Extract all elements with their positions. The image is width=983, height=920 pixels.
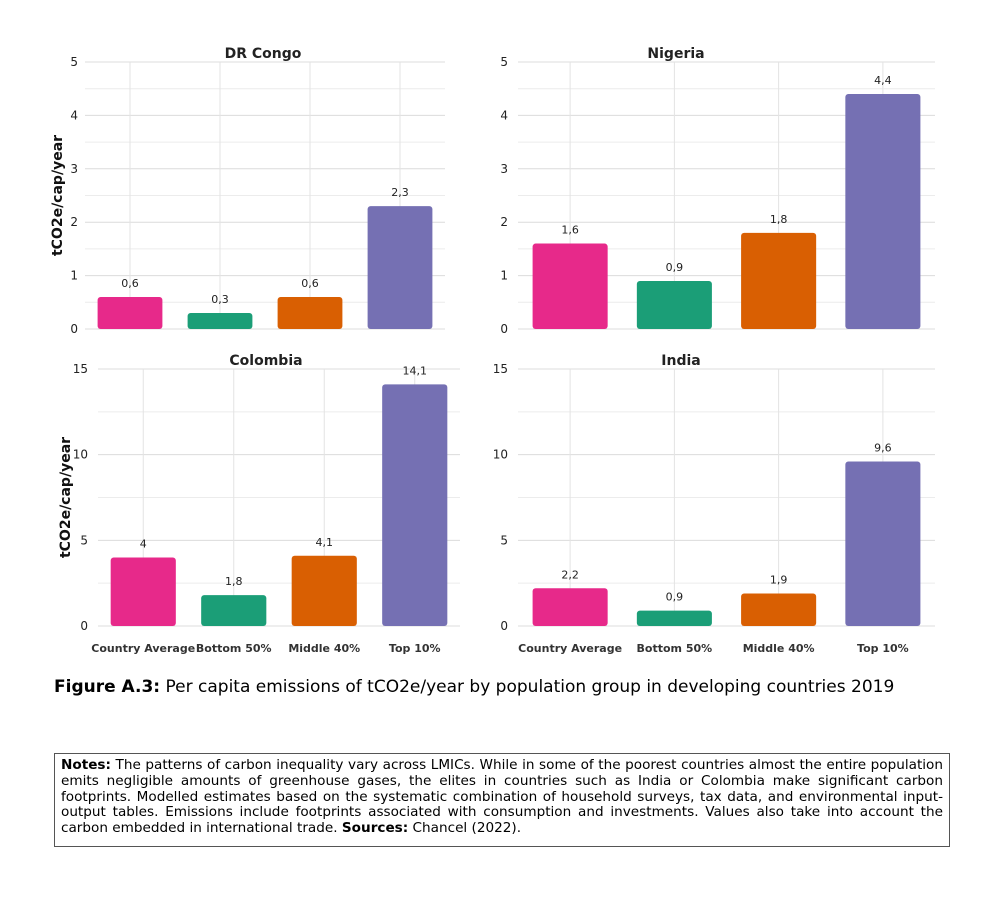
panel-title: Colombia <box>229 353 302 369</box>
value-label: 1,8 <box>225 575 243 588</box>
y-tick-label: 4 <box>500 108 508 122</box>
y-tick-label: 5 <box>500 533 508 547</box>
category-label: Country Average <box>518 642 622 655</box>
value-label: 0,9 <box>666 261 684 274</box>
value-label: 9,6 <box>874 442 892 455</box>
category-label: Middle 40% <box>288 642 360 655</box>
category-label: Bottom 50% <box>196 642 272 655</box>
bar-country-average <box>532 243 608 329</box>
y-tick-label: 4 <box>70 108 78 122</box>
bar-bottom-50- <box>201 595 267 626</box>
figure-caption: Figure A.3: Per capita emissions of tCO2… <box>54 677 944 698</box>
caption-text: Per capita emissions of tCO2e/year by po… <box>160 677 895 697</box>
panel-title: DR Congo <box>225 46 302 62</box>
emissions-chart: 0 1 2 3 4 5 0,6 0,3 0,6 2,3 DR Congo tCO2e/cap/year… <box>50 46 935 655</box>
chart-area: 0 1 2 3 4 5 0,6 0,3 0,6 2,3 DR Congo tCO2e/cap/year… <box>50 46 935 655</box>
y-tick-label: 10 <box>73 448 88 462</box>
y-tick-label: 5 <box>500 55 508 69</box>
value-label: 14,1 <box>403 364 428 377</box>
category-label: Top 10% <box>389 642 441 655</box>
y-tick-label: 15 <box>493 362 508 376</box>
value-label: 1,8 <box>770 213 788 226</box>
y-tick-label: 0 <box>500 619 508 633</box>
notes-box: Notes: The patterns of carbon inequality… <box>54 753 950 847</box>
y-tick-label: 1 <box>500 269 508 283</box>
bar-middle-40- <box>741 232 817 329</box>
y-tick-label: 2 <box>500 215 508 229</box>
y-tick-label: 5 <box>70 55 78 69</box>
category-label: Top 10% <box>857 642 909 655</box>
notes-text: The patterns of carbon inequality vary a… <box>61 757 943 837</box>
panel-title: India <box>661 353 700 369</box>
bar-country-average <box>97 296 163 329</box>
y-axis-label: tCO2e/cap/year <box>58 437 74 558</box>
value-label: 0,3 <box>211 293 229 306</box>
y-tick-label: 5 <box>80 533 88 547</box>
category-label: Bottom 50% <box>637 642 713 655</box>
y-tick-label: 0 <box>500 322 508 336</box>
sources-label: Sources: <box>341 820 409 837</box>
bar-country-average <box>110 557 176 626</box>
y-tick-label: 3 <box>500 162 508 176</box>
bar-top-10- <box>845 94 921 329</box>
y-tick-label: 2 <box>70 215 78 229</box>
value-label: 0,6 <box>121 277 139 290</box>
value-label: 4,1 <box>316 536 334 549</box>
y-tick-label: 0 <box>70 322 78 336</box>
value-label: 2,2 <box>561 568 579 581</box>
caption-label: Figure A.3: <box>54 677 161 697</box>
value-label: 2,3 <box>391 186 409 199</box>
value-label: 0,9 <box>666 591 684 604</box>
value-label: 1,6 <box>561 224 579 237</box>
bar-bottom-50- <box>187 312 253 329</box>
value-label: 4 <box>140 537 147 550</box>
notes-label: Notes: <box>61 757 111 773</box>
y-tick-label: 15 <box>73 362 88 376</box>
panel-title: Nigeria <box>647 46 704 62</box>
bar-middle-40- <box>277 296 343 329</box>
bar-country-average <box>532 588 608 626</box>
sources-text: Chancel (2022). <box>408 820 522 837</box>
value-label: 0,6 <box>301 277 319 290</box>
category-label: Country Average <box>91 642 195 655</box>
bar-middle-40- <box>291 555 357 626</box>
bar-middle-40- <box>741 593 817 626</box>
y-tick-label: 1 <box>70 269 78 283</box>
category-label: Middle 40% <box>743 642 815 655</box>
value-label: 1,9 <box>770 573 788 586</box>
bar-top-10- <box>845 461 921 626</box>
y-axis-label: tCO2e/cap/year <box>50 135 66 256</box>
y-tick-label: 3 <box>70 162 78 176</box>
value-label: 4,4 <box>874 74 892 87</box>
y-tick-label: 10 <box>493 448 508 462</box>
bar-top-10- <box>367 206 433 329</box>
bar-bottom-50- <box>636 280 712 329</box>
y-tick-label: 0 <box>80 619 88 633</box>
bar-top-10- <box>382 384 448 626</box>
bar-bottom-50- <box>636 610 712 626</box>
